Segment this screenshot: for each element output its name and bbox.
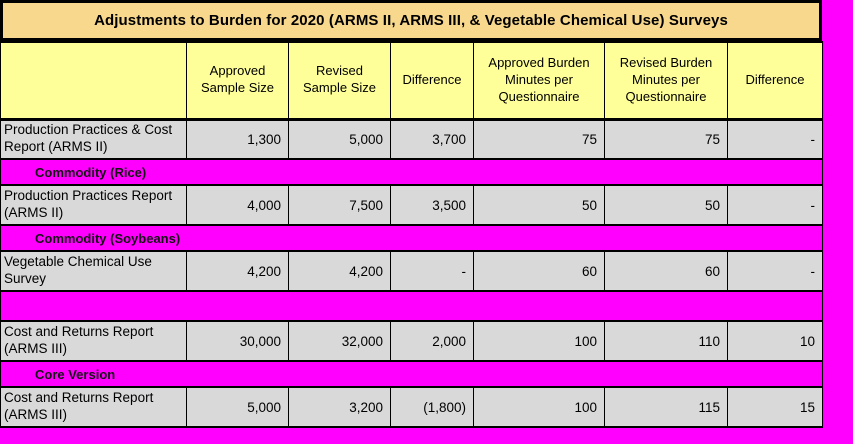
value-cell: 3,500 <box>390 184 474 226</box>
table-body: Production Practices & Cost Report (ARMS… <box>0 118 823 428</box>
value-cell: 3,700 <box>390 118 474 160</box>
value-cell: 115 <box>604 386 728 428</box>
value-cell: 7,500 <box>288 184 391 226</box>
section-band-row: Commodity (Soybeans) <box>0 224 823 252</box>
value-cell: 110 <box>604 320 728 362</box>
value-cell: 15 <box>727 386 823 428</box>
value-cell: 50 <box>604 184 728 226</box>
value-cell: 75 <box>473 118 605 160</box>
value-cell: 4,000 <box>186 184 289 226</box>
row-label-cell: Cost and Returns Report (ARMS III) <box>0 320 187 362</box>
row-label-cell: Production Practices Report (ARMS II) <box>0 184 187 226</box>
value-cell: 32,000 <box>288 320 391 362</box>
row-label-cell: Vegetable Chemical Use Survey <box>0 250 187 292</box>
value-cell: (1,800) <box>390 386 474 428</box>
column-header: Approved Sample Size <box>186 41 289 121</box>
value-cell: 2,000 <box>390 320 474 362</box>
row-label-cell: Cost and Returns Report (ARMS III) <box>0 386 187 428</box>
column-header: Approved Burden Minutes per Questionnair… <box>473 41 605 121</box>
column-header: Revised Sample Size <box>288 41 391 121</box>
table-row: Production Practices Report (ARMS II) 4,0… <box>0 184 823 226</box>
table-row: Vegetable Chemical Use Survey 4,200 4,200-… <box>0 250 823 292</box>
value-cell: 100 <box>473 386 605 428</box>
value-cell: 10 <box>727 320 823 362</box>
table-row: Cost and Returns Report (ARMS III) 5,000 3… <box>0 386 823 428</box>
value-cell: 75 <box>604 118 728 160</box>
column-header: Difference <box>727 41 823 121</box>
section-band-row: Commodity (Rice) <box>0 158 823 186</box>
value-cell: - <box>727 184 823 226</box>
row-label-cell: Production Practices & Cost Report (ARMS… <box>0 118 187 160</box>
section-band-label <box>0 290 823 322</box>
section-band-row <box>0 290 823 322</box>
header-row: Approved Sample Size Revised Sample Size D… <box>0 41 823 121</box>
table-row: Cost and Returns Report (ARMS III) 30,000… <box>0 320 823 362</box>
value-cell: 60 <box>473 250 605 292</box>
value-cell: 1,300 <box>186 118 289 160</box>
section-band-label: Core Version <box>0 360 823 388</box>
value-cell: 5,000 <box>288 118 391 160</box>
value-cell: - <box>390 250 474 292</box>
value-cell: 4,200 <box>186 250 289 292</box>
value-cell: 3,200 <box>288 386 391 428</box>
value-cell: 100 <box>473 320 605 362</box>
value-cell: 60 <box>604 250 728 292</box>
burden-adjustments-table: Approved Sample Size Revised Sample Size D… <box>0 41 823 428</box>
column-header: Difference <box>390 41 474 121</box>
section-band-label: Commodity (Rice) <box>0 158 823 186</box>
value-cell: - <box>727 250 823 292</box>
value-cell: - <box>727 118 823 160</box>
burden-adjustments-sheet: Adjustments to Burden for 2020 (ARMS II,… <box>0 0 823 428</box>
table-row: Production Practices & Cost Report (ARMS… <box>0 118 823 160</box>
value-cell: 4,200 <box>288 250 391 292</box>
column-header: Revised Burden Minutes per Questionnaire <box>604 41 728 121</box>
value-cell: 5,000 <box>186 386 289 428</box>
table-title: Adjustments to Burden for 2020 (ARMS II,… <box>0 0 822 41</box>
section-band-label: Commodity (Soybeans) <box>0 224 823 252</box>
section-band-row: Core Version <box>0 360 823 388</box>
header-cell-empty <box>0 41 187 121</box>
value-cell: 30,000 <box>186 320 289 362</box>
value-cell: 50 <box>473 184 605 226</box>
